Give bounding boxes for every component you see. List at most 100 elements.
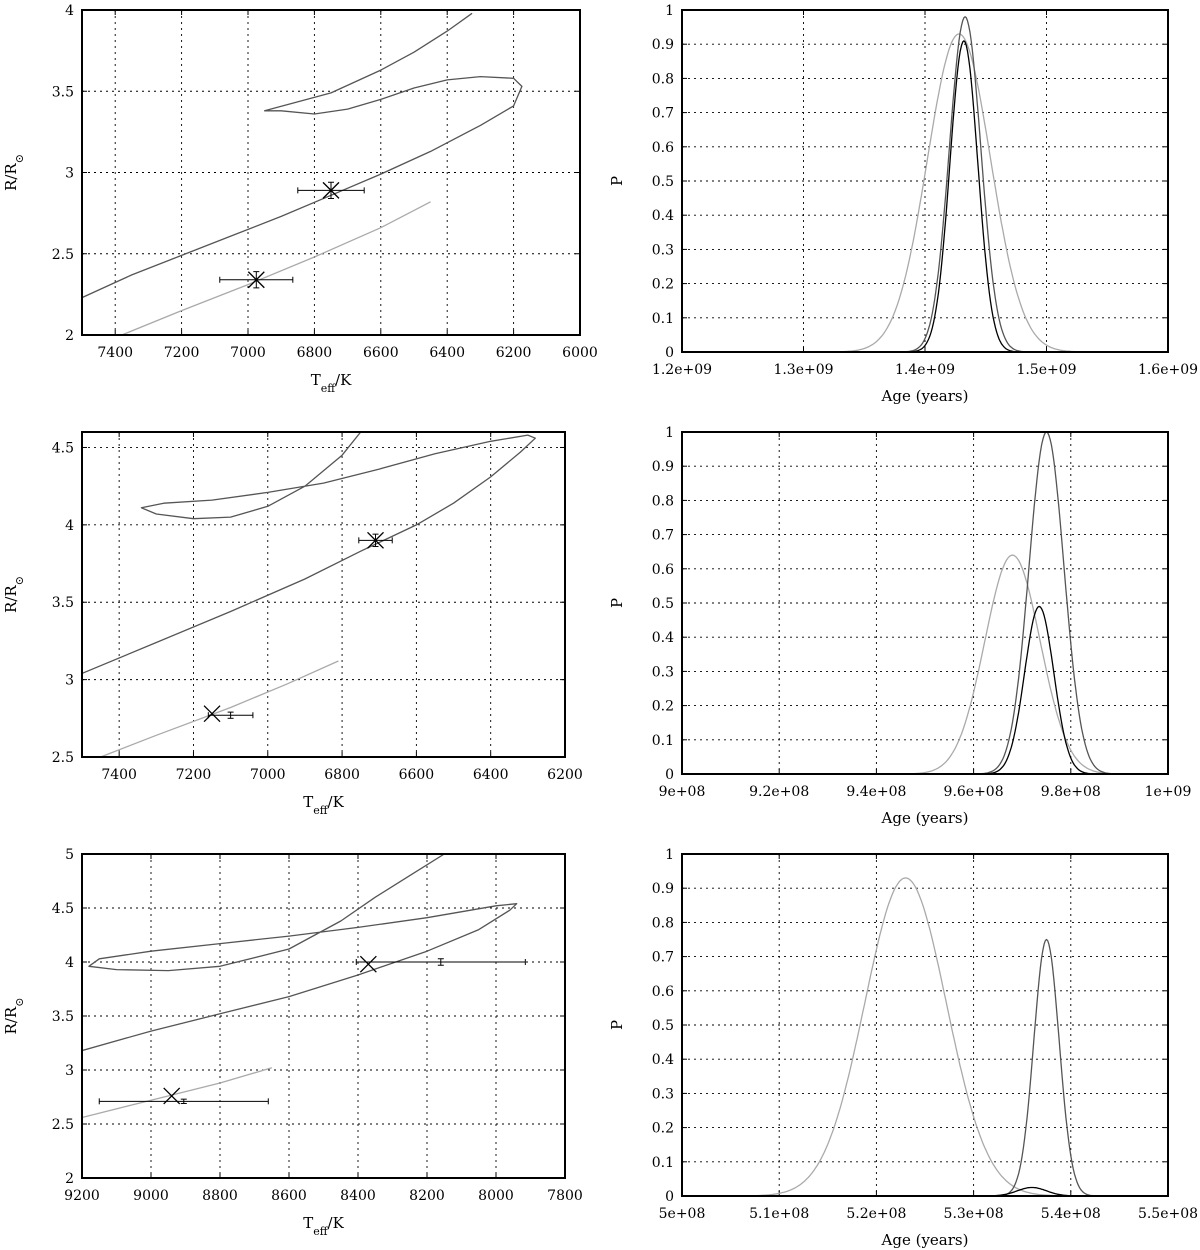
star-primary-marker	[359, 955, 377, 973]
y-axis-label: R/R⊙	[2, 576, 26, 613]
x-tick-label: 1.5e+09	[1016, 362, 1076, 378]
y-tick-label: 0.2	[652, 699, 674, 715]
y-tick-label: 0.5	[652, 596, 674, 612]
series-isochrone-primary	[82, 432, 536, 675]
grid-lines	[82, 10, 580, 335]
x-axis-label: Age (years)	[881, 809, 969, 827]
y-tick-label: 0.3	[652, 664, 674, 680]
y-tick-label: 3	[65, 673, 74, 689]
y-tick-label: 3.5	[52, 595, 74, 611]
plot-frame	[81, 853, 566, 1179]
x-tick-label: 8400	[340, 1188, 376, 1204]
grid-lines	[82, 432, 565, 757]
y-tick-label: 1	[665, 847, 674, 863]
x-tick-label: 5.3e+08	[944, 1206, 1004, 1222]
chart-panel-hr-top: 7400 7200 7000 6800 6600 6400 6200 6000 2 2.5 3 3.5…	[2, 3, 598, 395]
y-tick-label: 0.3	[652, 1086, 674, 1102]
y-tick-label: 0.8	[652, 493, 674, 509]
y-tick-label: 0.6	[652, 140, 674, 156]
star-primary-marker	[367, 531, 384, 549]
y-tick-label: 0	[665, 1189, 674, 1205]
star-secondary-marker	[247, 271, 265, 289]
plot-frame	[681, 9, 1169, 353]
x-axis-label: Teff/K	[303, 793, 344, 817]
plot-frame	[681, 431, 1169, 775]
data-series	[82, 12, 523, 335]
series-primary	[682, 432, 1168, 774]
y-tick-label: 3.5	[52, 1009, 74, 1025]
y-tick-label: 4.5	[52, 440, 74, 456]
y-tick-label: 2.5	[52, 1117, 74, 1133]
y-tick-label: 4	[65, 518, 74, 534]
series-isochrone-secondary	[121, 201, 431, 335]
chart-panel-prob-bot: 5e+08 5.1e+08 5.2e+08 5.3e+08 5.4e+08 5.5e+08…	[608, 847, 1198, 1249]
series-isochrone-primary	[82, 854, 518, 1052]
x-tick-label: 8600	[271, 1188, 307, 1204]
x-tick-label: 5.1e+08	[749, 1206, 809, 1222]
y-tick-label: 0.9	[652, 881, 674, 897]
grid-lines	[82, 854, 565, 1178]
x-tick-label: 6200	[547, 767, 583, 783]
y-tick-label: 2.5	[52, 247, 74, 263]
x-tick-label: 9200	[64, 1188, 100, 1204]
x-tick-label: 8000	[478, 1188, 514, 1204]
x-tick-label: 9.2e+08	[749, 784, 809, 800]
y-tick-label: 0.1	[652, 311, 674, 327]
x-axis-label: Age (years)	[881, 1231, 969, 1249]
x-axis-label: Age (years)	[881, 387, 969, 405]
y-tick-label: 4	[65, 955, 74, 971]
x-tick-label: 6400	[429, 345, 465, 361]
x-tick-label: 7000	[250, 767, 286, 783]
x-tick-label: 6400	[473, 767, 509, 783]
y-tick-label: 0	[665, 767, 674, 783]
y-tick-label: 2	[65, 1171, 74, 1187]
data-series	[682, 877, 1168, 1196]
y-tick-label: 0.4	[652, 1052, 674, 1068]
axis-ticks: 9e+08 9.2e+08 9.4e+08 9.6e+08 9.8e+08 1e+09 0 0…	[652, 425, 1192, 800]
y-tick-label: 0.1	[652, 1155, 674, 1171]
series-primary	[682, 938, 1168, 1196]
series-combined	[682, 877, 1168, 1196]
axis-ticks: 1.2e+09 1.3e+09 1.4e+09 1.5e+09 1.6e+09 0 0.1 0…	[652, 3, 1198, 378]
axis-ticks: 7400 7200 7000 6800 6600 6400 6200 2.5 3 3.5 4 4.5	[52, 432, 583, 783]
y-tick-label: 4	[65, 3, 74, 19]
x-tick-label: 8800	[202, 1188, 238, 1204]
data-points	[219, 181, 365, 289]
chart-panel-hr-mid: 7400 7200 7000 6800 6600 6400 6200 2.5 3 3.5 4 4.5 T…	[2, 431, 583, 817]
axis-ticks: 7400 7200 7000 6800 6600 6400 6200 6000 2 2.5 3 3.5…	[52, 3, 598, 361]
y-tick-label: 1	[665, 425, 674, 441]
x-axis-label: Teff/K	[311, 371, 352, 395]
y-tick-label: 0.8	[652, 71, 674, 87]
x-tick-label: 6800	[324, 767, 360, 783]
x-tick-label: 5e+08	[659, 1206, 706, 1222]
y-tick-label: 0.4	[652, 630, 674, 646]
y-axis-label: P	[608, 1020, 626, 1030]
grid-lines	[682, 432, 1168, 774]
x-tick-label: 7400	[97, 345, 133, 361]
y-tick-label: 2	[65, 328, 74, 344]
y-tick-label: 0.5	[652, 174, 674, 190]
x-tick-label: 1.2e+09	[652, 362, 712, 378]
grid-lines	[682, 854, 1168, 1196]
series-isochrone-primary	[82, 12, 523, 299]
y-axis-label: R/R⊙	[2, 154, 26, 191]
axis-ticks: 5e+08 5.1e+08 5.2e+08 5.3e+08 5.4e+08 5.5e+08…	[652, 847, 1198, 1222]
chart-panel-prob-top: 1.2e+09 1.3e+09 1.4e+09 1.5e+09 1.6e+09 0 0.1 0…	[608, 3, 1198, 405]
y-tick-label: 0.6	[652, 984, 674, 1000]
x-tick-label: 6000	[562, 345, 598, 361]
series-secondary	[682, 605, 1168, 774]
plot-frame	[681, 853, 1169, 1197]
data-points	[98, 955, 526, 1105]
x-tick-label: 1.6e+09	[1138, 362, 1198, 378]
x-tick-label: 1.4e+09	[895, 362, 955, 378]
x-tick-label: 6800	[297, 345, 333, 361]
series-secondary	[682, 1186, 1168, 1196]
x-tick-label: 6200	[496, 345, 532, 361]
x-tick-label: 5.2e+08	[846, 1206, 906, 1222]
y-tick-label: 0.9	[652, 37, 674, 53]
y-tick-label: 0.7	[652, 950, 674, 966]
y-tick-label: 0.2	[652, 277, 674, 293]
x-tick-label: 9.6e+08	[944, 784, 1004, 800]
x-tick-label: 5.5e+08	[1138, 1206, 1198, 1222]
